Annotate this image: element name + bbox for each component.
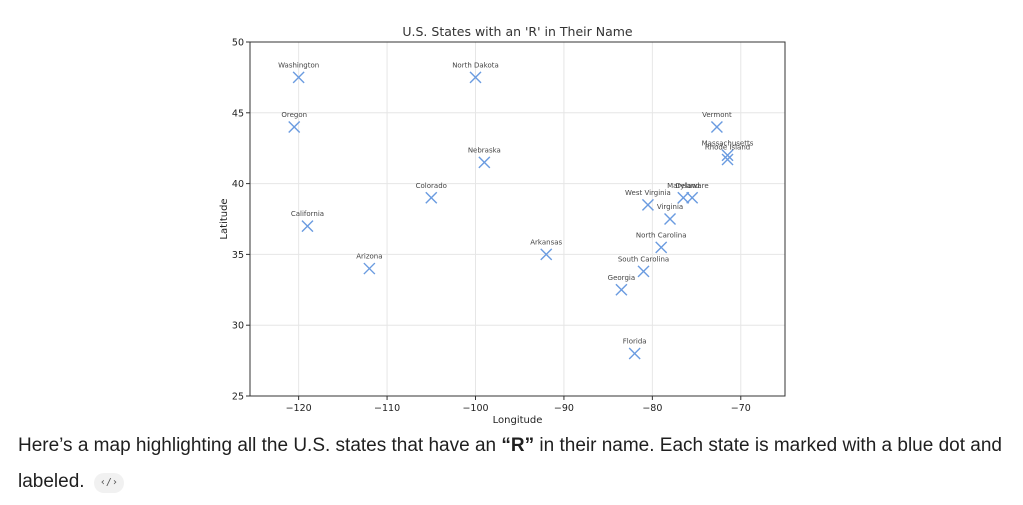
axis-ticks: −120 −110 −100 −90 −80 −70 25 30 35 40 45 50	[232, 38, 751, 415]
data-point-marker	[677, 191, 690, 204]
data-point-label: Washington	[278, 61, 319, 69]
data-point-marker	[540, 248, 553, 261]
chart-image: −120 −110 −100 −90 −80 −70 25 30 35 40 45 50 Washin…	[215, 18, 795, 428]
data-point-label: South Carolina	[618, 255, 669, 263]
x-tick-label: −110	[374, 403, 400, 414]
scatter-chart: −120 −110 −100 −90 −80 −70 25 30 35 40 45 50 Washin…	[219, 24, 786, 426]
data-point-marker	[641, 198, 654, 211]
data-point-label: Massachusetts	[702, 139, 754, 147]
data-point-label: Nebraska	[468, 146, 501, 154]
data-point-label: Oregon	[281, 111, 307, 119]
y-tick-label: 30	[232, 321, 244, 332]
view-code-button[interactable]: ‹/›	[93, 473, 124, 493]
data-point-marker	[664, 213, 677, 225]
y-tick-label: 50	[232, 38, 244, 49]
message-bold-text: “R”	[501, 435, 535, 456]
grid	[250, 41, 785, 397]
data-points: Washington Oregon California Arizona Colorad…	[278, 61, 754, 360]
data-point-marker	[655, 241, 668, 254]
data-point-marker	[721, 153, 734, 166]
data-point-label: Rhode Island	[705, 144, 750, 152]
message-text: Here’s a map highlighting all the U.S. s…	[18, 435, 502, 456]
data-point-marker	[637, 265, 650, 278]
x-axis-label: Longitude	[493, 415, 543, 426]
plot-frame	[249, 41, 786, 397]
data-point-label: Arizona	[356, 253, 382, 261]
data-point-label: Arkansas	[530, 238, 562, 246]
data-point-label: California	[291, 210, 324, 218]
data-point-label: Virginia	[657, 203, 683, 211]
data-point-marker	[363, 262, 376, 275]
code-icon: ‹/›	[99, 477, 118, 488]
x-tick-label: −100	[462, 403, 488, 414]
data-point-marker	[425, 191, 438, 204]
data-point-label: North Dakota	[452, 61, 499, 69]
data-point-marker	[628, 347, 641, 360]
x-tick-label: −120	[286, 403, 312, 414]
data-point-marker	[721, 149, 734, 162]
data-point-marker	[292, 71, 305, 84]
y-tick-label: 35	[232, 250, 244, 261]
data-point-marker	[686, 191, 699, 204]
message-text-continued: in their name. Each state is marked with…	[18, 435, 1002, 492]
data-point-label: Delaware	[676, 182, 709, 190]
data-point-label: Vermont	[702, 111, 732, 119]
x-tick-label: −80	[642, 403, 662, 414]
y-tick-label: 25	[232, 392, 244, 403]
data-point-marker	[288, 120, 301, 133]
data-point-label: Maryland	[667, 182, 699, 190]
data-point-label: West Virginia	[625, 189, 671, 197]
data-point-marker	[301, 220, 314, 233]
data-point-marker	[615, 283, 628, 296]
data-point-marker	[478, 156, 491, 169]
y-tick-label: 40	[232, 179, 244, 190]
y-axis-label: Latitude	[219, 198, 230, 239]
data-point-label: Georgia	[608, 274, 635, 282]
data-point-label: North Carolina	[636, 231, 687, 239]
x-tick-label: −70	[731, 403, 751, 414]
y-tick-label: 45	[232, 108, 244, 119]
data-point-label: Colorado	[416, 182, 447, 190]
data-point-label: Florida	[623, 338, 647, 346]
x-tick-label: −90	[554, 403, 574, 414]
data-point-marker	[469, 71, 482, 84]
data-point-marker	[710, 120, 723, 133]
assistant-message: Here’s a map highlighting all the U.S. s…	[18, 428, 1008, 500]
chart-title: U.S. States with an 'R' in Their Name	[402, 24, 633, 39]
